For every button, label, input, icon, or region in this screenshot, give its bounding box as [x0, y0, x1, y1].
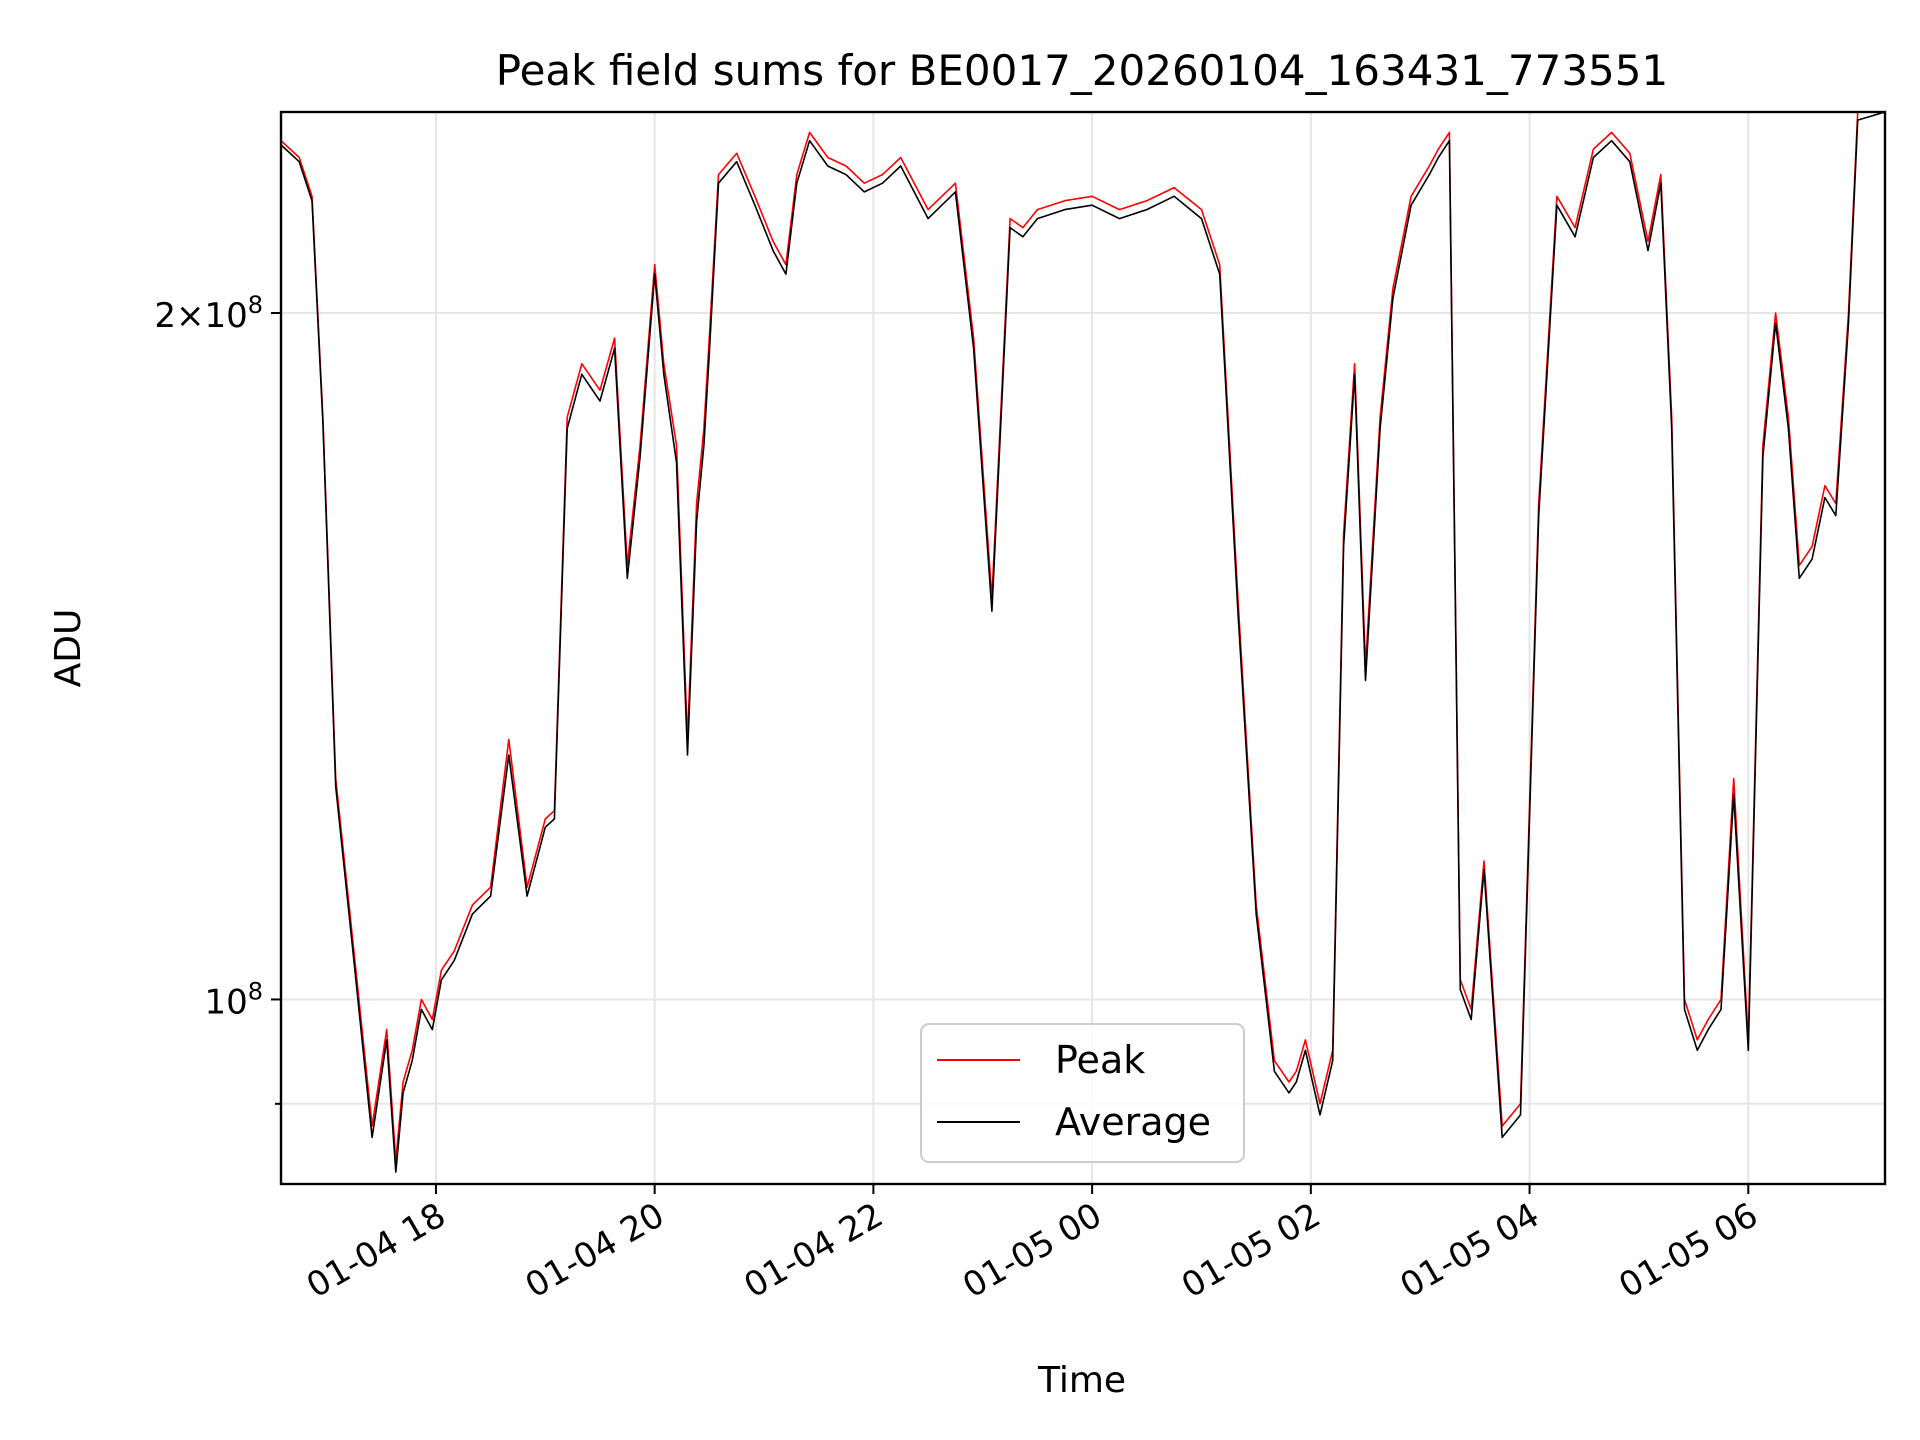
y-tick-label: 108 — [204, 977, 263, 1022]
x-axis-label: Time — [1037, 1360, 1126, 1401]
x-tick-label: 01-05 02 — [1175, 1195, 1327, 1306]
chart-title: Peak field sums for BE0017_20260104_1634… — [496, 46, 1668, 95]
legend: Peak Average — [920, 1023, 1245, 1163]
legend-label-average: Average — [1055, 1100, 1211, 1144]
y-axis-label: ADU — [48, 609, 89, 688]
legend-label-peak: Peak — [1055, 1038, 1145, 1082]
x-tick-label: 01-05 04 — [1394, 1195, 1546, 1306]
series-line-peak — [280, 111, 1885, 1162]
y-tick-label: 2×108 — [154, 291, 263, 336]
legend-box — [920, 1023, 1245, 1163]
x-tick-label: 01-05 06 — [1612, 1195, 1764, 1306]
x-tick-label: 01-05 00 — [956, 1195, 1108, 1306]
x-tick-label: 01-04 22 — [737, 1195, 889, 1306]
x-tick-label: 01-04 20 — [519, 1195, 671, 1306]
series-layer — [280, 111, 1886, 1173]
plot-frame — [279, 110, 1887, 1186]
series-line-average — [280, 111, 1886, 1173]
grid — [281, 112, 1885, 1184]
x-tick-label: 01-04 18 — [300, 1195, 452, 1306]
